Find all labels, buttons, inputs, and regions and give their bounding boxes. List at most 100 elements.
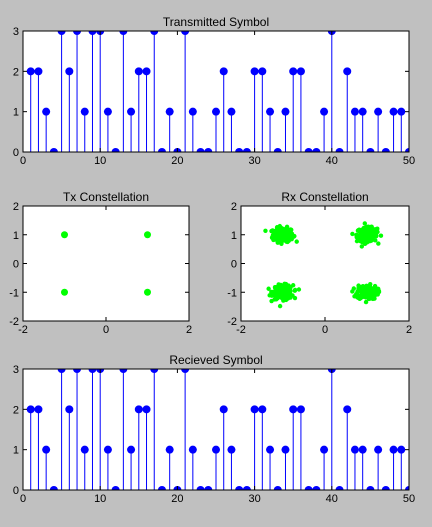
y-tick-label: 2 xyxy=(13,201,19,213)
stem-marker xyxy=(397,107,406,116)
stem-marker xyxy=(127,107,136,116)
scatter-point xyxy=(364,235,369,240)
scatter-point xyxy=(356,283,361,288)
stem-marker xyxy=(212,107,220,116)
scatter-point xyxy=(269,235,275,240)
scatter-point xyxy=(369,238,374,243)
stem-marker xyxy=(165,107,174,116)
stem-marker xyxy=(281,107,290,116)
scatter-point xyxy=(351,286,357,291)
marks xyxy=(61,231,151,296)
scatter-point xyxy=(277,230,283,235)
stem-marker xyxy=(350,445,359,454)
marks xyxy=(23,369,409,490)
stem-marker xyxy=(73,369,82,373)
stem-marker xyxy=(366,148,375,152)
stem-marker xyxy=(266,445,275,454)
x-tick-label: 10 xyxy=(94,155,106,167)
y-tick-label: 3 xyxy=(13,364,19,376)
x-tick-label: 20 xyxy=(171,155,183,167)
scatter-point xyxy=(273,231,279,237)
scatter-point xyxy=(376,241,381,246)
scatter-point xyxy=(368,295,373,300)
scatter-point xyxy=(290,293,295,298)
stem-marker xyxy=(204,148,213,152)
stem-marker xyxy=(49,148,58,152)
x-tick-label: 10 xyxy=(94,493,106,505)
stem-marker xyxy=(34,67,43,76)
stem-marker xyxy=(374,445,383,454)
stem-marker xyxy=(250,67,259,76)
y-tick-label: 2 xyxy=(13,66,19,78)
scatter-point xyxy=(280,233,286,238)
y-tick-label: -2 xyxy=(9,316,19,328)
scatter-point xyxy=(277,287,283,292)
stem-marker xyxy=(289,67,298,76)
y-tick-label: 2 xyxy=(13,404,19,416)
stem-marker xyxy=(65,405,74,414)
stem-marker xyxy=(103,445,112,454)
chart-title: Rx Constellation xyxy=(281,190,368,204)
stem-marker xyxy=(227,107,236,116)
scatter-point xyxy=(359,244,365,249)
stem-marker xyxy=(111,486,120,490)
x-tick-label: -2 xyxy=(236,324,246,336)
stem-marker xyxy=(320,107,329,116)
x-tick-label: -2 xyxy=(18,324,28,336)
stem-marker xyxy=(273,486,282,490)
scatter-point xyxy=(355,288,361,294)
stem-marker xyxy=(405,486,409,490)
x-tick-label: 30 xyxy=(248,493,260,505)
scatter-point xyxy=(296,287,302,292)
stem-marker xyxy=(242,486,251,490)
stem-marker xyxy=(26,405,35,414)
stem-marker xyxy=(88,369,97,373)
stem-marker xyxy=(57,31,66,35)
stem-marker xyxy=(80,445,89,454)
y-tick-label: 1 xyxy=(231,230,237,242)
stem-marker xyxy=(343,67,352,76)
stem-marker xyxy=(42,445,51,454)
scatter-point xyxy=(289,236,294,242)
scatter-point xyxy=(292,233,297,239)
scatter-point xyxy=(275,240,280,245)
scatter-point xyxy=(360,288,366,293)
chart-4: 0 10 20 30 40 50 0 1 2 3 Recieved Symbol xyxy=(13,353,415,505)
x-tick-label: 2 xyxy=(406,324,412,336)
scatter-point xyxy=(365,229,370,235)
stem-marker xyxy=(289,405,298,414)
scatter-point xyxy=(363,299,369,305)
stem-marker xyxy=(165,445,174,454)
y-tick-label: 0 xyxy=(13,259,19,271)
scatter-point xyxy=(350,231,355,237)
stem-marker xyxy=(250,405,259,414)
stem-marker xyxy=(119,31,128,35)
scatter-point xyxy=(372,296,377,301)
y-tick-label: 0 xyxy=(231,259,237,271)
chart-1: 0 10 20 30 40 50 0 1 2 3 Transmitted Symbol xyxy=(13,15,415,167)
x-tick-label: 2 xyxy=(186,324,192,336)
stem-marker xyxy=(127,445,136,454)
scatter-point xyxy=(273,286,279,291)
x-tick-label: 30 xyxy=(248,155,260,167)
y-tick-label: 1 xyxy=(13,107,19,119)
chart-title: Recieved Symbol xyxy=(169,353,262,367)
scatter-point xyxy=(285,239,290,245)
scatter-point xyxy=(277,303,283,309)
scatter-point xyxy=(144,288,151,296)
y-tick-label: 3 xyxy=(13,26,19,38)
stem-marker xyxy=(405,148,409,152)
x-tick-label: 20 xyxy=(171,493,183,505)
scatter-point xyxy=(284,224,290,229)
chart-title: Transmitted Symbol xyxy=(163,15,269,29)
scatter-point xyxy=(367,286,372,291)
scatter-point xyxy=(288,227,293,232)
stem-marker xyxy=(304,486,313,490)
x-tick-label: 50 xyxy=(403,493,415,505)
y-tick-label: 1 xyxy=(13,230,19,242)
stem-marker xyxy=(157,148,166,152)
x-tick-label: 0 xyxy=(20,493,26,505)
stem-marker xyxy=(150,369,159,373)
stem-marker xyxy=(157,486,166,490)
